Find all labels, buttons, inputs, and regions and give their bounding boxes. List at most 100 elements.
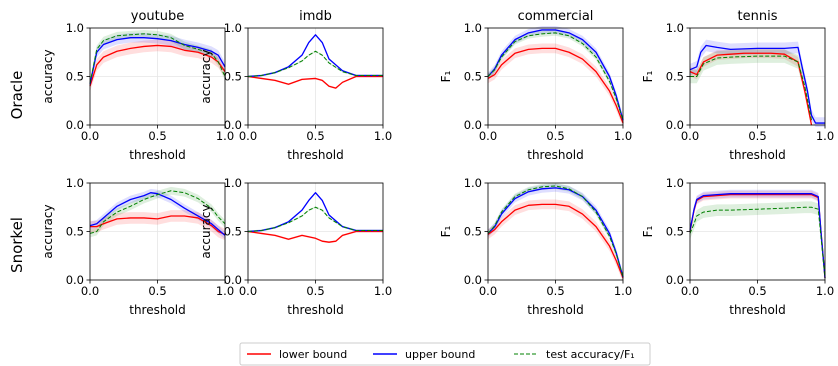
y-axis-label: accuracy — [41, 49, 55, 103]
y-tick-label-1: 0.0 — [464, 273, 482, 287]
x-tick-label-1: 0.0 — [239, 129, 257, 143]
x-tick-label-2: 0.5 — [306, 129, 324, 143]
y-tick-label-2: 0.5 — [464, 70, 482, 84]
y-tick-label-3: 1.0 — [666, 176, 684, 190]
x-tick-label-3: 1.0 — [216, 284, 234, 298]
line-upper-bound — [689, 44, 825, 124]
row-label-snorkel: Snorkel — [8, 217, 26, 273]
x-tick-label-3: 1.0 — [614, 129, 632, 143]
x-axis-label: threshold — [729, 303, 786, 317]
x-tick-label-2: 0.5 — [546, 129, 564, 143]
x-tick-label-1: 0.0 — [479, 284, 497, 298]
band-test-accuracy-f — [248, 50, 383, 78]
panel-8: 0.00.0 0.5 0.5 1.0 1.0 threshold F₁ — [641, 176, 834, 317]
band-lower-bound — [488, 43, 623, 127]
x-tick-label-1: 0.0 — [681, 284, 699, 298]
x-tick-label-1: 0.0 — [681, 129, 699, 143]
legend-label-lower-bound: lower bound — [279, 348, 347, 361]
line-lower-bound — [487, 203, 624, 279]
y-tick-label-2: 0.5 — [66, 225, 84, 239]
y-tick-label-2: 0.5 — [464, 225, 482, 239]
x-tick-label-1: 0.0 — [81, 129, 99, 143]
panel-1: 0.00.0 0.5 0.5 1.0 1.0 youtube threshold accura… — [41, 9, 234, 162]
y-tick-label-2: 0.5 — [666, 70, 684, 84]
band-lower-bound — [690, 190, 825, 282]
y-tick-label-1: 0.0 — [66, 118, 84, 132]
x-tick-label-3: 1.0 — [374, 129, 392, 143]
x-tick-label-2: 0.5 — [748, 129, 766, 143]
x-tick-label-1: 0.0 — [81, 284, 99, 298]
y-axis-label: accuracy — [199, 204, 213, 258]
y-axis-label: accuracy — [199, 49, 213, 103]
line-upper-bound — [487, 29, 624, 121]
x-tick-label-2: 0.5 — [148, 284, 166, 298]
line-lower-bound — [487, 47, 624, 124]
y-tick-label-2: 0.5 — [66, 70, 84, 84]
line-test-accuracy-f — [89, 190, 226, 234]
y-tick-label-2: 0.5 — [224, 225, 242, 239]
panel-title: commercial — [518, 9, 594, 24]
x-tick-label-3: 1.0 — [614, 284, 632, 298]
band-upper-bound — [90, 188, 225, 240]
panel-7: 0.00.0 0.5 0.5 1.0 1.0 threshold F₁ — [439, 176, 632, 317]
legend-frame — [239, 342, 651, 366]
line-test-accuracy-f — [247, 50, 383, 77]
line-test-accuracy-f — [487, 185, 624, 278]
line-test-accuracy-f — [89, 33, 226, 84]
y-axis-label: F₁ — [641, 225, 655, 237]
y-tick-label-1: 0.0 — [666, 273, 684, 287]
row-label-oracle: Oracle — [8, 71, 26, 120]
x-tick-label-3: 1.0 — [374, 284, 392, 298]
band-test-accuracy-f — [488, 183, 623, 280]
panels: 0.00.00.50.51.01.0youtubethresholdaccura… — [41, 9, 834, 317]
line-upper-bound — [689, 193, 826, 279]
band-test-accuracy-f — [248, 206, 383, 233]
y-axis-label: accuracy — [41, 204, 55, 258]
line-lower-bound — [89, 44, 226, 87]
legend: lower bound upper bound test accuracy/F₁ — [239, 342, 651, 366]
y-tick-label-3: 1.0 — [464, 176, 482, 190]
y-tick-label-1: 0.0 — [464, 118, 482, 132]
panel-6: 0.00.0 0.5 0.5 1.0 1.0 threshold accuracy — [199, 176, 392, 317]
y-tick-label-1: 0.0 — [224, 118, 242, 132]
x-tick-label-3: 1.0 — [816, 129, 834, 143]
y-tick-label-3: 1.0 — [224, 176, 242, 190]
panel-title: tennis — [738, 9, 778, 24]
band-test-accuracy-f — [690, 201, 825, 282]
y-axis-label: F₁ — [439, 70, 453, 82]
y-axis-label: F₁ — [641, 70, 655, 82]
x-tick-label-2: 0.5 — [148, 129, 166, 143]
y-tick-label-2: 0.5 — [224, 70, 242, 84]
x-tick-label-3: 1.0 — [216, 129, 234, 143]
legend-label-upper-bound: upper bound — [405, 348, 475, 361]
line-upper-bound — [89, 192, 226, 236]
line-test-accuracy-f — [487, 32, 624, 121]
band-lower-bound — [90, 210, 225, 241]
y-tick-label-2: 0.5 — [666, 225, 684, 239]
x-tick-label-1: 0.0 — [479, 129, 497, 143]
y-tick-label-1: 0.0 — [666, 118, 684, 132]
x-axis-label: threshold — [287, 148, 344, 162]
y-axis-label: F₁ — [439, 225, 453, 237]
panel-title: imdb — [299, 9, 332, 24]
line-upper-bound — [487, 187, 624, 278]
panel-2: 0.00.0 0.5 0.5 1.0 1.0 imdb threshold accuracy — [199, 9, 392, 162]
panel-4: 0.00.0 0.5 0.5 1.0 1.0 tennis threshold F₁ — [641, 9, 834, 162]
line-lower-bound — [247, 230, 383, 243]
panel-3: 0.00.0 0.5 0.5 1.0 1.0 commercial threshold F₁ — [439, 9, 632, 162]
legend-label-test-accuracy: test accuracy/F₁ — [546, 348, 635, 361]
x-axis-label: threshold — [527, 303, 584, 317]
y-tick-label-1: 0.0 — [66, 273, 84, 287]
y-tick-label-3: 1.0 — [66, 21, 84, 35]
line-lower-bound — [247, 75, 383, 89]
band-upper-bound — [690, 189, 825, 282]
line-test-accuracy-f — [247, 206, 383, 232]
x-axis-label: threshold — [527, 148, 584, 162]
band-upper-bound — [90, 32, 225, 90]
x-tick-label-2: 0.5 — [546, 284, 564, 298]
band-test-accuracy-f — [90, 29, 225, 88]
x-axis-label: threshold — [129, 148, 186, 162]
band-test-accuracy-f — [90, 186, 225, 238]
panel-title: youtube — [131, 9, 184, 24]
